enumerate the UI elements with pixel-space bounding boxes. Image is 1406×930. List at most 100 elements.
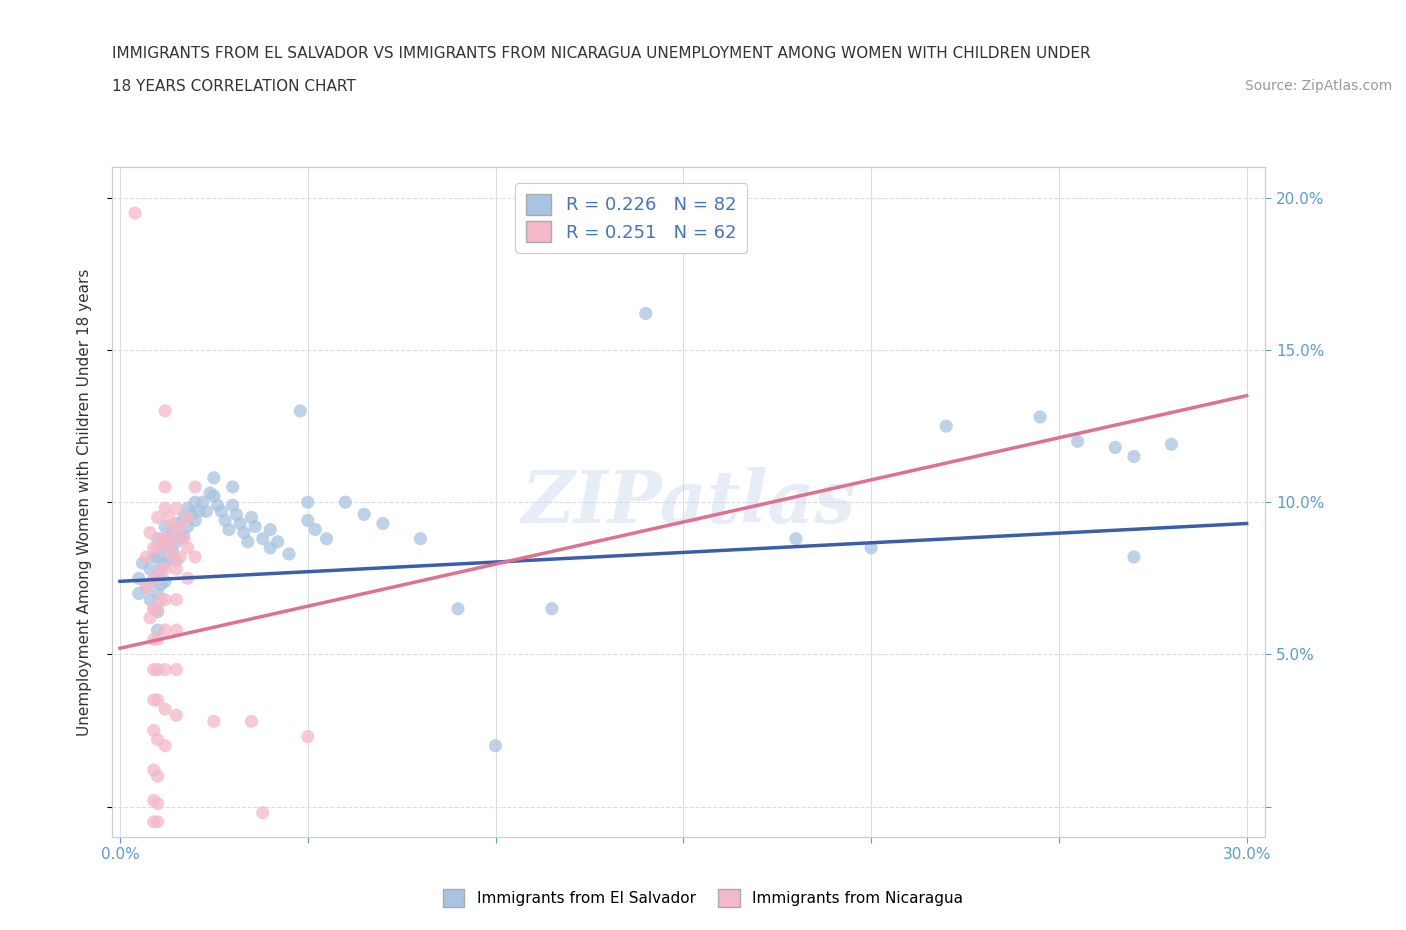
Point (1066, 434, 1088, 449)
Point (142, 693, 165, 708)
Point (187, 504, 209, 519)
Point (162, 543, 184, 558)
Point (240, 510, 263, 525)
Point (165, 516, 187, 531)
Point (150, 531, 173, 546)
Point (173, 531, 195, 546)
Point (139, 562, 162, 577)
Point (169, 528, 191, 543)
Point (290, 404, 312, 418)
Point (153, 574, 176, 589)
Point (165, 552, 187, 567)
Point (146, 586, 169, 601)
Point (142, 763, 165, 777)
Point (195, 504, 218, 519)
Point (162, 550, 184, 565)
Point (142, 571, 165, 586)
Point (142, 550, 165, 565)
Text: Source: ZipAtlas.com: Source: ZipAtlas.com (1244, 79, 1392, 93)
Point (157, 540, 180, 555)
Point (153, 738, 176, 753)
Point (225, 507, 247, 522)
Point (153, 531, 176, 546)
Point (135, 580, 157, 595)
Point (146, 631, 169, 646)
Point (202, 714, 225, 729)
Point (165, 531, 187, 546)
Point (785, 531, 807, 546)
Point (221, 498, 243, 512)
Point (153, 662, 176, 677)
Point (139, 592, 162, 607)
Point (335, 495, 357, 510)
Point (1160, 437, 1182, 452)
Point (860, 540, 883, 555)
Point (541, 602, 564, 617)
Point (176, 571, 198, 586)
Point (484, 738, 506, 753)
Point (221, 480, 243, 495)
Point (447, 602, 470, 617)
Point (176, 510, 198, 525)
Legend: R = 0.226   N = 82, R = 0.251   N = 62: R = 0.226 N = 82, R = 0.251 N = 62 (516, 183, 747, 253)
Point (142, 815, 165, 830)
Point (153, 562, 176, 577)
Point (153, 501, 176, 516)
Point (1123, 550, 1146, 565)
Point (128, 571, 150, 586)
Point (165, 562, 187, 577)
Point (229, 516, 252, 531)
Point (165, 535, 187, 550)
Point (935, 418, 957, 433)
Point (128, 586, 150, 601)
Point (169, 519, 191, 534)
Point (142, 574, 165, 589)
Point (146, 550, 169, 565)
Point (259, 522, 281, 537)
Point (169, 550, 191, 565)
Point (150, 577, 173, 591)
Point (146, 769, 169, 784)
Point (135, 580, 157, 595)
Point (209, 504, 232, 519)
Point (297, 495, 319, 510)
Point (150, 562, 173, 577)
Point (146, 568, 169, 583)
Point (153, 538, 176, 552)
Point (153, 555, 176, 570)
Point (184, 550, 207, 565)
Point (153, 622, 176, 637)
Point (142, 602, 165, 617)
Point (218, 522, 240, 537)
Point (135, 550, 157, 565)
Point (240, 714, 263, 729)
Point (131, 555, 153, 570)
Point (139, 610, 162, 625)
Point (232, 525, 254, 540)
Point (142, 631, 165, 646)
Point (297, 729, 319, 744)
Point (198, 485, 221, 500)
Point (371, 516, 394, 531)
Point (165, 622, 187, 637)
Point (139, 525, 162, 540)
Point (1104, 440, 1126, 455)
Point (214, 513, 236, 528)
Point (1029, 409, 1052, 424)
Point (142, 793, 165, 808)
Y-axis label: Unemployment Among Women with Children Under 18 years: Unemployment Among Women with Children U… (77, 269, 91, 736)
Point (252, 531, 274, 546)
Point (176, 540, 198, 555)
Point (146, 531, 169, 546)
Point (173, 528, 195, 543)
Point (409, 531, 432, 546)
Point (157, 510, 180, 525)
Point (259, 540, 281, 555)
Point (353, 507, 375, 522)
Point (146, 622, 169, 637)
Point (304, 522, 326, 537)
Point (252, 805, 274, 820)
Point (176, 519, 198, 534)
Point (157, 550, 180, 565)
Point (162, 519, 184, 534)
